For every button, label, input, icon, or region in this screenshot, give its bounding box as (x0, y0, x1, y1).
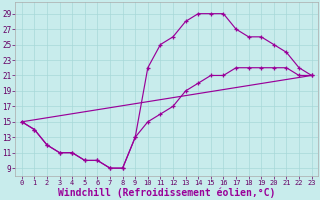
X-axis label: Windchill (Refroidissement éolien,°C): Windchill (Refroidissement éolien,°C) (58, 187, 276, 198)
